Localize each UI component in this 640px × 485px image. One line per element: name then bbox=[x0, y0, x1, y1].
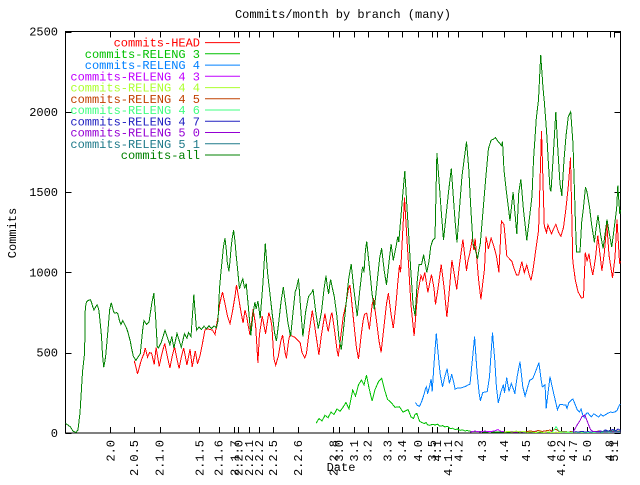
svg-text:3.2: 3.2 bbox=[362, 440, 376, 462]
svg-text:commits-RELENG 3: commits-RELENG 3 bbox=[85, 48, 200, 62]
svg-text:4.3: 4.3 bbox=[476, 440, 490, 462]
svg-text:2.2.5: 2.2.5 bbox=[267, 440, 281, 476]
svg-text:2.2.6: 2.2.6 bbox=[292, 440, 306, 476]
svg-text:1500: 1500 bbox=[29, 186, 58, 200]
svg-text:500: 500 bbox=[36, 347, 58, 361]
svg-text:Commits: Commits bbox=[6, 208, 20, 258]
svg-text:5.0: 5.0 bbox=[581, 440, 595, 462]
svg-text:2.2.8: 2.2.8 bbox=[327, 440, 341, 476]
svg-text:2.1.7: 2.1.7 bbox=[228, 440, 242, 476]
svg-text:commits-RELENG 4: commits-RELENG 4 bbox=[85, 59, 200, 73]
svg-text:Date: Date bbox=[327, 461, 356, 475]
svg-text:4.1: 4.1 bbox=[431, 440, 445, 462]
svg-text:2.2.1: 2.2.1 bbox=[243, 440, 257, 476]
svg-text:2.2.2: 2.2.2 bbox=[253, 440, 267, 476]
svg-text:4.1.1: 4.1.1 bbox=[442, 440, 456, 476]
svg-text:commits-RELENG 4 6: commits-RELENG 4 6 bbox=[70, 104, 200, 118]
svg-text:4.6.2: 4.6.2 bbox=[555, 440, 569, 476]
svg-text:3.5: 3.5 bbox=[426, 440, 440, 462]
svg-text:3.1: 3.1 bbox=[348, 440, 362, 462]
svg-text:1000: 1000 bbox=[29, 266, 58, 280]
svg-text:2.0.5: 2.0.5 bbox=[128, 440, 142, 476]
svg-text:4.4: 4.4 bbox=[498, 440, 512, 462]
svg-text:2500: 2500 bbox=[29, 26, 58, 40]
svg-text:commits-RELENG 4 7: commits-RELENG 4 7 bbox=[70, 115, 200, 129]
svg-text:5.1: 5.1 bbox=[608, 440, 622, 462]
svg-text:commits-RELENG 4 5: commits-RELENG 4 5 bbox=[70, 93, 200, 107]
svg-text:2.1.0: 2.1.0 bbox=[154, 440, 168, 476]
svg-text:4.6: 4.6 bbox=[546, 440, 560, 462]
svg-text:commits-all: commits-all bbox=[121, 149, 200, 163]
svg-text:2000: 2000 bbox=[29, 106, 58, 120]
svg-text:2.0: 2.0 bbox=[104, 440, 118, 462]
svg-text:0: 0 bbox=[51, 427, 58, 441]
svg-text:commits-RELENG 4 4: commits-RELENG 4 4 bbox=[70, 82, 200, 96]
svg-text:4.2: 4.2 bbox=[452, 440, 466, 462]
svg-text:commits-HEAD: commits-HEAD bbox=[114, 37, 200, 51]
svg-text:commits-RELENG 5 0: commits-RELENG 5 0 bbox=[70, 127, 200, 141]
svg-text:3.4: 3.4 bbox=[396, 440, 410, 462]
svg-text:4.7: 4.7 bbox=[567, 440, 581, 462]
svg-text:commits-RELENG 5 1: commits-RELENG 5 1 bbox=[70, 138, 200, 152]
svg-text:3.0: 3.0 bbox=[333, 440, 347, 462]
svg-text:Commits/month by branch (many): Commits/month by branch (many) bbox=[235, 8, 451, 22]
svg-text:2.1.5: 2.1.5 bbox=[193, 440, 207, 476]
svg-text:4.5: 4.5 bbox=[520, 440, 534, 462]
svg-text:4.8: 4.8 bbox=[604, 440, 618, 462]
svg-text:3.3: 3.3 bbox=[382, 440, 396, 462]
svg-text:4.0: 4.0 bbox=[412, 440, 426, 462]
svg-text:2.2.0: 2.2.0 bbox=[232, 440, 246, 476]
svg-text:commits-RELENG 4 3: commits-RELENG 4 3 bbox=[70, 70, 200, 84]
svg-text:2.1.6: 2.1.6 bbox=[213, 440, 227, 476]
